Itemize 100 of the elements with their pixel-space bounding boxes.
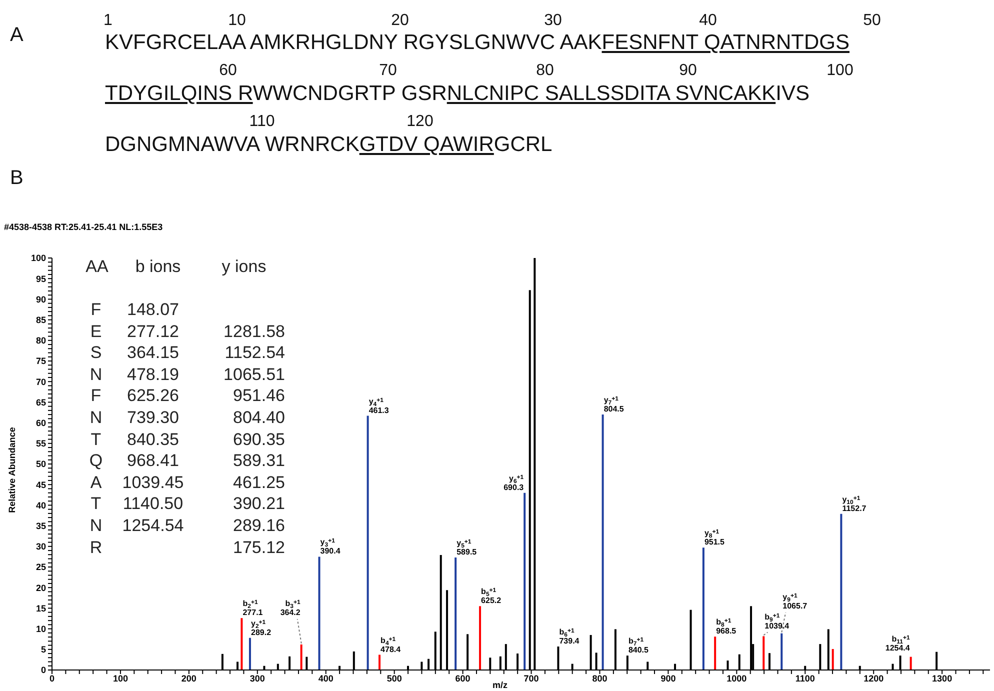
bar (300, 644, 302, 670)
annotation: N (90, 364, 102, 385)
annotation: 589.31 (233, 451, 285, 472)
x-tick-label: 200 (181, 673, 196, 684)
bar (479, 606, 482, 670)
annotation: 364.15 (127, 343, 179, 364)
annotation: 461.25 (233, 472, 285, 493)
y-axis-title: Relative Abundance (7, 427, 17, 513)
annotation: F (90, 386, 102, 406)
text: 70 (379, 62, 397, 80)
y-tick-label: 80 (36, 336, 46, 346)
text: IVS (776, 82, 810, 105)
annotation: 390.21 (233, 494, 285, 514)
y-tick-label: 75 (36, 356, 46, 366)
y-tick-label: 25 (36, 562, 46, 572)
text: A (10, 24, 24, 47)
annotation: T (90, 494, 102, 514)
bar (378, 654, 381, 670)
text: 60 (219, 62, 237, 80)
text: 90 (679, 62, 697, 80)
x-tick-label: 400 (318, 673, 334, 684)
bar (702, 548, 704, 670)
x-tick-label: 100 (112, 673, 128, 684)
annotation: 175.12 (233, 538, 285, 558)
annotation: F (90, 300, 102, 320)
y-tick-label: 50 (36, 459, 46, 470)
x-axis-title: m/z (492, 680, 508, 690)
annotation: Q (89, 451, 103, 472)
bar (318, 556, 320, 670)
text: 20 (391, 12, 409, 30)
text: WWCNDGRTP GSR (252, 82, 447, 105)
y-tick-label: 40 (36, 500, 46, 510)
annotation: 1039.45 (122, 472, 184, 493)
y-tick-label: 10 (36, 624, 46, 634)
annotation: S (90, 343, 102, 364)
chart-title: #4538-4538 RT:25.41-25.41 NL:1.55E3 (4, 222, 163, 232)
bar (240, 618, 243, 670)
y-tick-label: 30 (36, 542, 46, 552)
x-tick-label: 1100 (795, 673, 815, 684)
annotation: N (90, 408, 102, 428)
text: 80 (536, 62, 554, 80)
annotation: 277.12 (127, 322, 179, 342)
x-tick-label: 500 (386, 673, 402, 684)
text: NLCNIPC SALLSSDITA SVNCAKK (446, 82, 776, 105)
text: B (10, 167, 24, 190)
text: GTDV QAWIR (359, 133, 494, 156)
bar (762, 636, 765, 670)
annotation: 1065.51 (224, 364, 285, 385)
annotation: b ions (135, 257, 181, 277)
y-tick-label: 70 (36, 376, 46, 387)
bar (832, 648, 834, 670)
text: 10 (228, 12, 246, 30)
annotation: 148.07 (127, 300, 179, 320)
annotation: 1152.54 (224, 343, 285, 364)
bar (840, 514, 842, 670)
y-tick-label: 90 (36, 294, 46, 304)
y-tick-label: 5 (40, 644, 46, 655)
x-tick-label: 300 (250, 673, 265, 684)
text: 120 (406, 113, 434, 131)
annotation: 1254.54 (122, 516, 184, 536)
text: 40 (699, 12, 717, 30)
bar (454, 558, 457, 670)
y-tick-label: 65 (36, 397, 46, 408)
annotation: A (90, 472, 102, 493)
text: 110 (249, 113, 275, 131)
y-tick-label: 95 (36, 274, 46, 284)
x-tick-label: 800 (592, 673, 608, 684)
text: 100 (826, 62, 854, 80)
annotation: y ions (222, 257, 266, 277)
x-tick-label: 1200 (864, 673, 884, 684)
annotation: 739.30 (127, 408, 179, 428)
annotation: E (90, 322, 102, 342)
y-tick-label: 35 (36, 520, 46, 531)
annotation: 840.35 (127, 430, 179, 450)
annotation: 289.16 (233, 516, 285, 536)
x-tick-label: 1300 (932, 673, 952, 684)
text: 50 (863, 12, 881, 30)
y-tick-label: 55 (36, 438, 46, 449)
text: KVFGRCELAA AMKRHGLDNY RGYSLGNWVC AAK (105, 31, 602, 54)
bar (366, 416, 369, 670)
text: DGNGMNAWVA WRNRCK (105, 133, 360, 156)
annotation: 1140.50 (122, 494, 184, 514)
y-tick-label: 20 (36, 582, 46, 593)
bar (910, 656, 912, 670)
annotation: R (90, 538, 102, 558)
text: 1 (104, 12, 112, 30)
x-tick-label: 1000 (726, 673, 747, 684)
y-tick-label: 45 (36, 480, 46, 490)
annotation: 1281.58 (224, 322, 285, 342)
annotation: 478.19 (127, 364, 179, 385)
y-tick-label: 0 (40, 665, 46, 676)
x-tick-label: 900 (660, 673, 676, 684)
bar (602, 414, 604, 670)
y-tick-label: 100 (30, 253, 46, 264)
text: GCRL (494, 133, 552, 156)
bar (714, 636, 716, 670)
text: FESNFNT QATNRNTDGS (602, 31, 850, 54)
annotation: 968.41 (127, 451, 179, 472)
y-tick-label: 60 (36, 418, 46, 428)
annotation: AA (86, 257, 108, 277)
